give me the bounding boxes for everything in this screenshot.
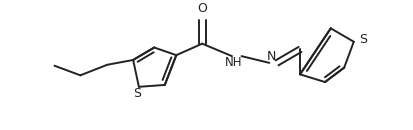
Text: N: N — [266, 50, 275, 63]
Text: O: O — [197, 2, 206, 15]
Text: S: S — [133, 87, 141, 100]
Text: NH: NH — [225, 56, 242, 69]
Text: S: S — [358, 33, 366, 46]
